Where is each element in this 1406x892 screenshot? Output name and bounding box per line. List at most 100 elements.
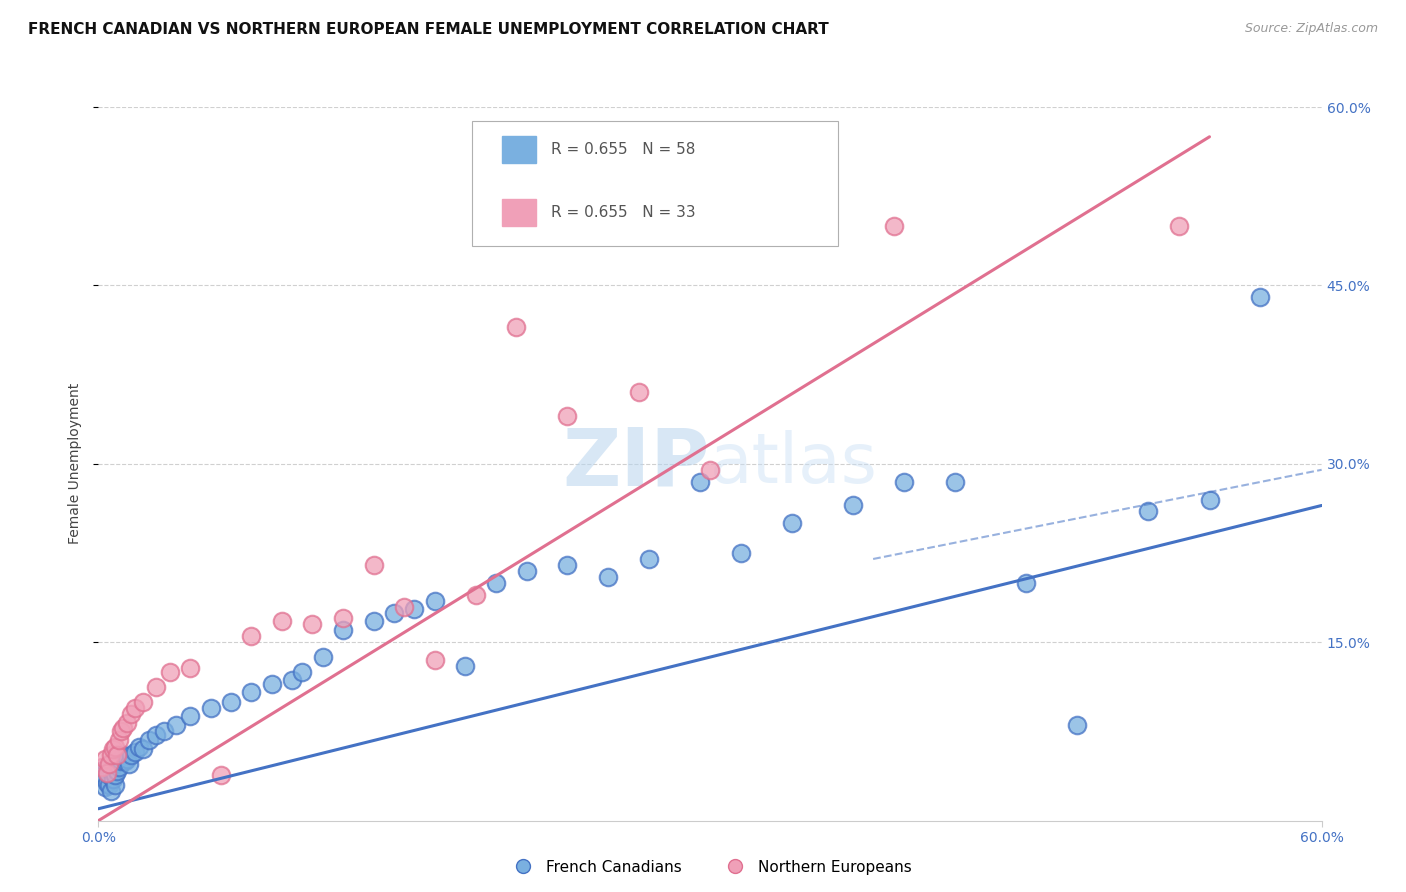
Point <box>179 709 201 723</box>
Point <box>159 665 181 679</box>
Point <box>363 614 385 628</box>
Point <box>91 768 114 782</box>
Point <box>557 409 579 424</box>
Point <box>100 784 122 798</box>
Point <box>105 764 128 778</box>
Point <box>392 599 416 614</box>
Point <box>281 673 304 688</box>
Point <box>209 768 232 782</box>
Point <box>943 475 966 489</box>
Point <box>485 575 508 590</box>
Point <box>100 764 122 778</box>
Point <box>104 739 127 754</box>
Point <box>108 760 131 774</box>
FancyBboxPatch shape <box>502 199 536 227</box>
Point <box>124 700 146 714</box>
Point <box>312 649 335 664</box>
Point <box>1137 504 1160 518</box>
Point <box>115 752 138 766</box>
Point <box>363 558 385 572</box>
Point <box>454 659 477 673</box>
Point <box>118 756 141 771</box>
Text: FRENCH CANADIAN VS NORTHERN EUROPEAN FEMALE UNEMPLOYMENT CORRELATION CHART: FRENCH CANADIAN VS NORTHERN EUROPEAN FEM… <box>28 22 830 37</box>
Point <box>132 742 155 756</box>
Point <box>93 780 115 795</box>
Point <box>883 219 905 233</box>
Point <box>104 768 127 782</box>
Point <box>1066 718 1088 732</box>
Point <box>557 558 579 572</box>
Point <box>110 724 132 739</box>
Point <box>165 718 187 732</box>
Point <box>145 681 167 695</box>
Point <box>111 721 134 735</box>
Point <box>841 499 863 513</box>
Text: R = 0.655   N = 33: R = 0.655 N = 33 <box>551 205 696 220</box>
Point <box>1249 290 1271 304</box>
Point <box>219 695 242 709</box>
Point <box>97 778 120 792</box>
Point <box>423 593 446 607</box>
Point <box>152 724 174 739</box>
Point <box>464 588 486 602</box>
Point <box>260 677 283 691</box>
Legend: French Canadians, Northern Europeans: French Canadians, Northern Europeans <box>502 854 918 880</box>
Point <box>91 760 114 774</box>
Point <box>382 606 405 620</box>
Point <box>89 764 111 778</box>
Point <box>104 778 127 792</box>
Point <box>893 475 915 489</box>
Point <box>516 564 538 578</box>
Point <box>138 732 160 747</box>
FancyBboxPatch shape <box>502 136 536 162</box>
Point <box>120 706 142 721</box>
Point <box>270 614 294 628</box>
Point <box>598 570 620 584</box>
Point <box>638 552 661 566</box>
Point <box>627 385 650 400</box>
Point <box>93 772 115 786</box>
Point <box>114 754 136 768</box>
Point <box>332 624 354 638</box>
Point <box>423 653 446 667</box>
Point <box>96 766 118 780</box>
Point <box>124 745 146 759</box>
Point <box>108 732 131 747</box>
Point <box>96 775 118 789</box>
Point <box>179 661 201 675</box>
Text: R = 0.655   N = 58: R = 0.655 N = 58 <box>551 142 696 157</box>
Point <box>105 748 128 763</box>
Text: ZIP: ZIP <box>562 425 710 503</box>
Point <box>128 739 150 754</box>
Point <box>200 700 222 714</box>
Point <box>97 768 120 782</box>
Point <box>1167 219 1189 233</box>
FancyBboxPatch shape <box>471 121 838 246</box>
Point <box>100 748 122 763</box>
Point <box>332 611 354 625</box>
Point <box>111 748 134 763</box>
Point <box>730 546 752 560</box>
Point <box>301 617 323 632</box>
Point <box>1015 575 1038 590</box>
Y-axis label: Female Unemployment: Female Unemployment <box>69 384 83 544</box>
Point <box>115 716 138 731</box>
Point <box>404 602 426 616</box>
Point <box>689 475 711 489</box>
Point <box>132 695 155 709</box>
Point <box>1198 492 1220 507</box>
Point <box>93 752 115 766</box>
Point <box>101 772 124 786</box>
Text: Source: ZipAtlas.com: Source: ZipAtlas.com <box>1244 22 1378 36</box>
Point <box>780 516 803 531</box>
Point <box>120 748 142 763</box>
Point <box>101 742 124 756</box>
Point <box>699 463 721 477</box>
Point <box>240 629 263 643</box>
Point <box>110 754 132 768</box>
Point <box>101 756 124 771</box>
Point <box>97 756 120 771</box>
Text: atlas: atlas <box>710 430 877 498</box>
Point <box>291 665 314 679</box>
Point <box>145 728 167 742</box>
